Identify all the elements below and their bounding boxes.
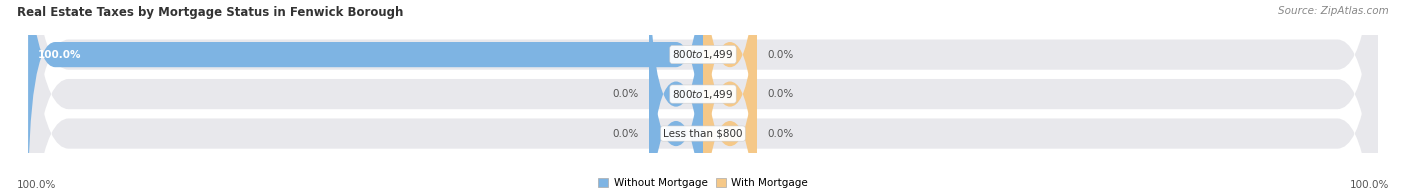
Text: 100.0%: 100.0%	[17, 180, 56, 190]
Text: 100.0%: 100.0%	[1350, 180, 1389, 190]
Text: 0.0%: 0.0%	[768, 129, 793, 139]
Text: 0.0%: 0.0%	[613, 129, 638, 139]
Text: 0.0%: 0.0%	[768, 89, 793, 99]
FancyBboxPatch shape	[28, 0, 1378, 196]
Text: $800 to $1,499: $800 to $1,499	[672, 48, 734, 61]
FancyBboxPatch shape	[28, 0, 1378, 196]
FancyBboxPatch shape	[703, 0, 756, 196]
FancyBboxPatch shape	[28, 0, 703, 196]
Text: 100.0%: 100.0%	[38, 50, 82, 60]
Text: 0.0%: 0.0%	[768, 50, 793, 60]
FancyBboxPatch shape	[28, 0, 1378, 196]
Text: Source: ZipAtlas.com: Source: ZipAtlas.com	[1278, 6, 1389, 16]
FancyBboxPatch shape	[703, 0, 756, 196]
Text: Less than $800: Less than $800	[664, 129, 742, 139]
Text: Real Estate Taxes by Mortgage Status in Fenwick Borough: Real Estate Taxes by Mortgage Status in …	[17, 6, 404, 19]
FancyBboxPatch shape	[650, 0, 703, 196]
Text: $800 to $1,499: $800 to $1,499	[672, 88, 734, 101]
FancyBboxPatch shape	[650, 0, 703, 196]
Legend: Without Mortgage, With Mortgage: Without Mortgage, With Mortgage	[593, 174, 813, 192]
FancyBboxPatch shape	[703, 0, 756, 196]
Text: 0.0%: 0.0%	[613, 89, 638, 99]
